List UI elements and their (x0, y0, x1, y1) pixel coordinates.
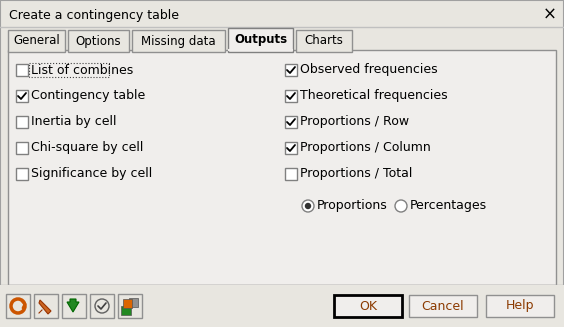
Bar (296, 30, 352, 52)
Bar (8, 50, 556, 285)
Bar (285, 168, 297, 180)
Bar (228, 28, 293, 52)
Circle shape (302, 200, 314, 212)
Bar (8, 30, 65, 52)
Text: Help: Help (506, 300, 534, 313)
Text: Inertia by cell: Inertia by cell (31, 115, 117, 129)
Text: Percentages: Percentages (410, 199, 487, 213)
Bar (16, 168, 28, 180)
Text: List of combines: List of combines (31, 63, 133, 77)
Circle shape (305, 203, 311, 209)
Text: Significance by cell: Significance by cell (31, 167, 152, 181)
Text: General: General (13, 35, 60, 47)
Bar (16, 116, 28, 128)
Polygon shape (39, 300, 51, 314)
Bar (118, 294, 142, 318)
Text: Charts: Charts (305, 35, 343, 47)
Bar (90, 294, 114, 318)
Bar (285, 142, 297, 154)
Text: Proportions / Column: Proportions / Column (300, 142, 431, 154)
Bar (29, 63, 109, 77)
Bar (285, 116, 297, 128)
Bar (6, 294, 30, 318)
Text: Chi-square by cell: Chi-square by cell (31, 142, 143, 154)
Bar (16, 64, 28, 76)
Text: Proportions / Total: Proportions / Total (300, 167, 412, 181)
Bar (132, 30, 225, 52)
Bar (62, 294, 86, 318)
Bar (334, 295, 402, 317)
Bar (16, 142, 28, 154)
Text: ×: × (543, 6, 557, 24)
Bar (129, 298, 138, 307)
Text: Observed frequencies: Observed frequencies (300, 63, 438, 77)
Text: Missing data: Missing data (141, 35, 216, 47)
Text: Outputs: Outputs (234, 33, 287, 46)
Text: Create a contingency table: Create a contingency table (9, 9, 179, 23)
Bar (486, 295, 554, 317)
Bar (123, 299, 132, 308)
Text: Proportions / Row: Proportions / Row (300, 115, 409, 129)
Polygon shape (67, 299, 79, 312)
Circle shape (395, 200, 407, 212)
Text: Theoretical frequencies: Theoretical frequencies (300, 90, 448, 102)
Bar (409, 295, 477, 317)
Text: Proportions: Proportions (317, 199, 388, 213)
Text: OK: OK (359, 300, 377, 313)
Bar (68, 30, 129, 52)
Text: Options: Options (76, 35, 121, 47)
Bar (16, 90, 28, 102)
Bar (0, 285, 564, 327)
Text: Cancel: Cancel (422, 300, 464, 313)
Bar (285, 90, 297, 102)
Text: Contingency table: Contingency table (31, 90, 146, 102)
Bar (34, 294, 58, 318)
Bar (285, 64, 297, 76)
Bar (121, 306, 131, 315)
